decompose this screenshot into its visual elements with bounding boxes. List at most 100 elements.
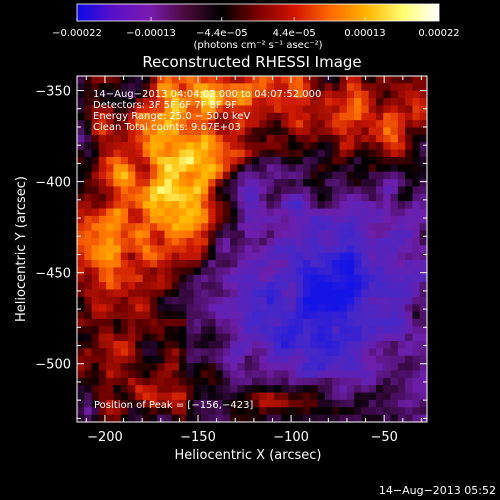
heatmap-cell [412, 186, 421, 195]
heatmap-cell [149, 311, 158, 320]
heatmap-cell [77, 201, 85, 209]
heatmap-cell [77, 127, 85, 136]
heatmap-cell [135, 215, 144, 224]
heatmap-cell [222, 296, 231, 305]
heatmap-cell [332, 83, 340, 92]
heatmap-cell [324, 407, 333, 416]
heatmap-cell [193, 267, 202, 276]
heatmap-cell [332, 186, 340, 195]
heatmap-cell [171, 274, 180, 283]
heatmap-cell [237, 392, 246, 401]
heatmap-cell [142, 245, 151, 254]
heatmap-cell [259, 260, 267, 268]
heatmap-cell [208, 156, 216, 165]
heatmap-cell [193, 260, 202, 268]
heatmap-cell [412, 245, 421, 254]
heatmap-cell [259, 156, 267, 165]
heatmap-cell [412, 179, 421, 187]
heatmap-cell [368, 83, 377, 92]
heatmap-cell [375, 98, 384, 106]
heatmap-cell [222, 407, 231, 416]
heatmap-cell [106, 208, 114, 217]
heatmap-cell [375, 201, 384, 209]
heatmap-cell [222, 326, 231, 335]
heatmap-cell [332, 156, 340, 165]
heatmap-cell [237, 296, 246, 305]
heatmap-cell [84, 156, 92, 165]
heatmap-cell [244, 333, 253, 342]
heatmap-cell [324, 348, 333, 357]
heatmap-cell [135, 76, 144, 84]
heatmap-cell [412, 149, 421, 158]
heatmap-cell [281, 318, 289, 327]
heatmap-cell [317, 282, 326, 290]
heatmap-cell [215, 333, 224, 342]
heatmap-cell [383, 127, 391, 136]
heatmap-cell [317, 274, 326, 283]
heatmap-cell [157, 407, 165, 416]
heatmap-cell [361, 120, 370, 128]
heatmap-cell [375, 326, 384, 335]
heatmap-cell [120, 326, 129, 335]
heatmap-cell [149, 127, 158, 136]
heatmap-cell [295, 127, 304, 136]
heatmap-cell [135, 260, 144, 268]
y-tick-label: −400 [35, 176, 71, 191]
heatmap-cell [215, 363, 224, 371]
heatmap-cell [98, 341, 107, 349]
heatmap-cell [303, 245, 311, 254]
heatmap-cell [128, 230, 136, 239]
heatmap-cell [303, 193, 311, 202]
heatmap-cell [98, 156, 107, 165]
heatmap-cell [230, 134, 238, 143]
heatmap-cell [266, 230, 275, 239]
heatmap-cell [84, 76, 92, 84]
heatmap-cell [368, 326, 377, 335]
heatmap-cell [412, 414, 421, 422]
heatmap-cell [149, 289, 158, 298]
chart-title: Reconstructed RHESSI Image [142, 53, 361, 71]
heatmap-cell [98, 201, 107, 209]
heatmap-cell [142, 333, 151, 342]
heatmap-cell [390, 186, 399, 195]
heatmap-cell [368, 267, 377, 276]
heatmap-cell [361, 318, 370, 327]
heatmap-cell [324, 127, 333, 136]
heatmap-cell [77, 289, 85, 298]
heatmap-cell [164, 171, 173, 180]
heatmap-cell [200, 296, 209, 305]
heatmap-cell [142, 179, 151, 187]
heatmap-cell [361, 201, 370, 209]
heatmap-cell [339, 341, 348, 349]
heatmap-cell [288, 296, 297, 305]
heatmap-cell [303, 333, 311, 342]
heatmap-cell [186, 341, 195, 349]
heatmap-cell [128, 179, 136, 187]
heatmap-cell [354, 120, 362, 128]
heatmap-cell [383, 311, 391, 320]
heatmap-cell [77, 149, 85, 158]
heatmap-cell [303, 289, 311, 298]
heatmap-cell [303, 304, 311, 312]
heatmap-cell [215, 348, 224, 357]
heatmap-cell [259, 348, 267, 357]
heatmap-cell [310, 414, 319, 422]
heatmap-cell [135, 201, 144, 209]
heatmap-cell [120, 127, 129, 136]
heatmap-cell [259, 98, 267, 106]
heatmap-cell [390, 282, 399, 290]
heatmap-cell [259, 267, 267, 276]
heatmap-cell [171, 407, 180, 416]
peak-position-label: Position of Peak = [−156,−423] [94, 400, 253, 411]
heatmap-cell [171, 267, 180, 276]
heatmap-cell [113, 127, 122, 136]
heatmap-cell [157, 230, 165, 239]
heatmap-cell [412, 156, 421, 165]
heatmap-cell [149, 223, 158, 231]
heatmap-cell [193, 399, 202, 408]
heatmap-cell [252, 149, 260, 158]
heatmap-cell [91, 186, 100, 195]
heatmap-cell [179, 201, 187, 209]
heatmap-cell [339, 215, 348, 224]
heatmap-cell [200, 142, 209, 151]
